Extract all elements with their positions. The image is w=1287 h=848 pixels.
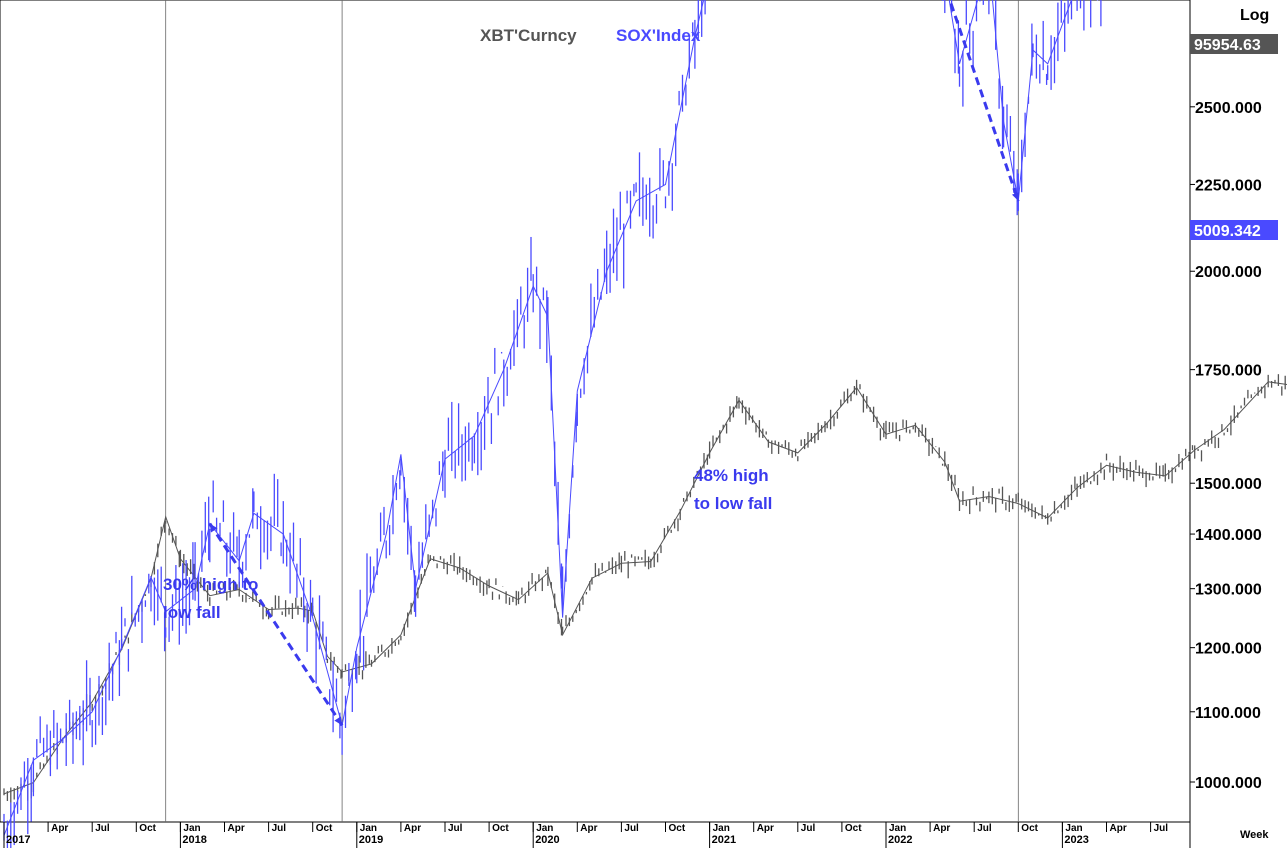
month-tick-label: Apr <box>51 823 68 834</box>
plot-area <box>0 0 1191 823</box>
month-tick-label: Jan <box>536 823 553 834</box>
year-tick-label: 2021 <box>712 834 736 846</box>
month-tick-label: Apr <box>933 823 950 834</box>
year-tick-label: 2020 <box>535 834 559 846</box>
annotations: 30% high to low fall 48% high to low fall <box>163 0 1020 727</box>
month-tick-label: Jul <box>624 823 639 834</box>
scale-label: Log <box>1240 7 1269 24</box>
arrow-head <box>209 523 218 533</box>
annotation-text: 30% high to <box>163 575 258 594</box>
series-line <box>3 0 1072 836</box>
month-tick-label: Apr <box>1110 823 1127 834</box>
y-tick-label: 1400.000 <box>1195 527 1262 544</box>
month-tick-label: Oct <box>1021 823 1038 834</box>
month-tick-label: Jul <box>801 823 816 834</box>
y-tick-label: 2000.000 <box>1195 264 1262 281</box>
month-tick-label: Jul <box>272 823 287 834</box>
year-tick-label: 2019 <box>359 834 383 846</box>
annotation-text: to low fall <box>694 494 772 513</box>
y-axis-ticks: 8000.0007500.0007000.0006500.0006000.000… <box>1190 100 1262 792</box>
month-tick-label: Apr <box>228 823 245 834</box>
arrow-head <box>334 716 343 726</box>
month-tick-label: Oct <box>845 823 862 834</box>
vertical-markers <box>165 0 1019 822</box>
annotation-text: low fall <box>163 603 221 622</box>
arrow-head <box>1011 192 1020 202</box>
month-tick-label: Jan <box>183 823 200 834</box>
y-tick-label: 1500.000 <box>1195 476 1262 493</box>
month-tick-label: Jan <box>889 823 906 834</box>
last-value-sox: 5009.342 <box>1190 220 1278 240</box>
month-tick-label: Apr <box>580 823 597 834</box>
month-tick-label: Oct <box>669 823 686 834</box>
y-tick-label: 1750.000 <box>1195 363 1262 380</box>
year-tick-label: 2018 <box>182 834 206 846</box>
month-tick-label: Jan <box>713 823 730 834</box>
y-tick-label: 2500.000 <box>1195 100 1262 117</box>
y-tick-label: 2250.000 <box>1195 177 1262 194</box>
y-tick-label: 1100.000 <box>1195 705 1261 722</box>
month-tick-label: Oct <box>492 823 509 834</box>
series-line <box>3 381 1287 795</box>
month-tick-label: Oct <box>316 823 333 834</box>
annotation-text: 48% high <box>694 466 769 485</box>
month-tick-label: Apr <box>757 823 774 834</box>
year-tick-label: 2022 <box>888 834 912 846</box>
annotation-arrow <box>948 0 1020 202</box>
y-axis-panel <box>1190 0 1287 848</box>
series-sox <box>3 0 1102 848</box>
year-tick-label: 2017 <box>6 834 30 846</box>
y-tick-label: 1200.000 <box>1195 641 1262 658</box>
last-value-sox-text: 5009.342 <box>1194 223 1261 240</box>
year-tick-label: 2023 <box>1064 834 1088 846</box>
legend-xbt: XBT'Curncy <box>480 26 577 45</box>
y-tick-label: 1300.000 <box>1195 582 1262 599</box>
month-tick-label: Jul <box>95 823 110 834</box>
month-tick-label: Jan <box>360 823 377 834</box>
legend-sox: SOX'Index <box>616 26 701 45</box>
x-axis-panel <box>0 822 1190 848</box>
annotation-arrow <box>208 522 344 727</box>
month-tick-label: Jul <box>977 823 992 834</box>
period-label: Week <box>1240 829 1269 841</box>
last-value-xbt: 95954.63 <box>1190 34 1278 54</box>
month-tick-label: Oct <box>139 823 156 834</box>
month-tick-label: Apr <box>404 823 421 834</box>
y-tick-label: 1000.000 <box>1195 775 1262 792</box>
month-tick-label: Jul <box>1154 823 1169 834</box>
month-tick-label: Jan <box>1065 823 1082 834</box>
month-tick-label: Jul <box>448 823 463 834</box>
last-value-xbt-text: 95954.63 <box>1194 37 1261 54</box>
